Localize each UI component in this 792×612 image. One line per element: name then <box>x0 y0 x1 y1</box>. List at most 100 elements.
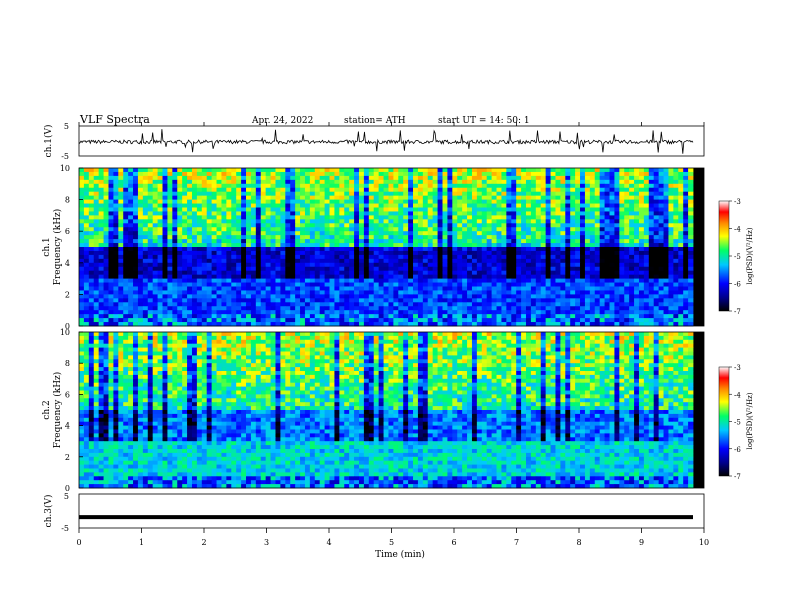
spectrogram-cell <box>383 294 389 299</box>
spectrogram-cell <box>393 235 399 240</box>
spectrogram-cell <box>339 168 345 173</box>
spectrogram-cell <box>187 207 193 212</box>
spectrogram-cell <box>137 322 144 327</box>
spectrogram-cell <box>354 223 360 228</box>
spectrogram-cell <box>196 282 203 287</box>
spectrogram-cell <box>236 290 242 295</box>
spectrogram-cell <box>123 302 129 307</box>
spectrogram-cell <box>137 231 144 236</box>
spectrogram-cell <box>265 314 271 319</box>
spectrogram-cell <box>648 175 655 181</box>
spectrogram-cell <box>201 191 208 197</box>
spectrogram-cell <box>275 219 281 224</box>
spectrogram-cell <box>481 168 488 173</box>
spectrogram-cell <box>535 298 542 303</box>
spectrogram-cell <box>457 171 463 177</box>
spectrogram-cell <box>673 203 679 208</box>
spectrogram-cell <box>663 168 669 173</box>
spectrogram-cell <box>172 282 178 287</box>
spectrogram-cell <box>584 168 591 173</box>
spectrogram-cell <box>427 231 434 236</box>
spectrogram-cell <box>403 187 409 193</box>
spectrogram-cell <box>83 322 90 327</box>
spectrogram-cell <box>673 258 679 264</box>
spectrogram-cell <box>339 306 345 311</box>
spectrogram-cell <box>442 286 448 291</box>
spectrogram-cell <box>314 318 321 323</box>
spectrogram-cell <box>550 254 556 260</box>
spectrogram-cell <box>471 239 478 244</box>
spectrogram-cell <box>550 207 556 212</box>
spectrogram-cell <box>123 298 129 303</box>
spectrogram-cell <box>314 250 321 256</box>
spectrogram-cell <box>506 235 512 240</box>
spectrogram-cell <box>530 310 537 315</box>
spectrogram-cell <box>511 175 517 181</box>
spectrogram-cell <box>83 247 90 252</box>
spectrogram-cell <box>457 183 463 189</box>
spectrogram-cell <box>113 250 119 256</box>
spectrogram-cell <box>609 310 615 315</box>
spectrogram-cell <box>241 179 247 185</box>
spectrogram-cell <box>398 171 404 177</box>
spectrogram-cell <box>560 171 566 177</box>
spectrogram-cell <box>334 310 340 315</box>
spectrogram-cell <box>570 290 576 295</box>
spectrogram-cell <box>177 314 183 319</box>
spectrogram-cell <box>614 274 620 279</box>
spectrogram-cell <box>535 282 542 287</box>
spectrogram-cell <box>290 254 296 260</box>
spectrogram-cell <box>604 274 610 279</box>
spectrogram-cell <box>594 294 601 299</box>
spectrogram-cell <box>496 191 502 197</box>
spectrogram-cell <box>683 314 689 319</box>
spectrogram-cell <box>447 171 453 177</box>
spectrogram-cell <box>388 223 394 228</box>
spectrogram-cell <box>398 294 404 299</box>
spectrogram-cell <box>113 168 119 173</box>
spectrogram-cell <box>137 227 144 232</box>
spectrogram-cell <box>358 171 365 177</box>
spectrogram-cell <box>280 290 286 295</box>
spectrogram-cell <box>638 314 645 319</box>
spectrogram-cell <box>457 302 463 307</box>
spectrogram-cell <box>535 231 542 236</box>
spectrogram-cell <box>643 266 650 272</box>
spectrogram-cell <box>236 278 242 283</box>
spectrogram-cell <box>187 219 193 224</box>
spectrogram-cell <box>334 227 340 232</box>
spectrogram-cell <box>530 262 537 268</box>
spectrogram-cell <box>614 266 620 272</box>
spectrogram-cell <box>584 318 591 323</box>
spectrogram-cell <box>196 290 203 295</box>
spectrogram-cell <box>452 314 458 319</box>
spectrogram-cell <box>393 306 399 311</box>
spectrogram-cell <box>683 247 689 252</box>
spectrogram-cell <box>88 191 95 197</box>
spectrogram-cell <box>373 278 380 283</box>
spectrogram-cell <box>496 199 502 204</box>
spectrogram-cell <box>191 227 198 232</box>
spectrogram-cell <box>648 231 655 236</box>
spectrogram-cell <box>378 258 384 264</box>
spectrogram-cell <box>378 227 384 232</box>
spectrogram-cell <box>280 302 286 307</box>
spectrogram-cell <box>260 243 267 248</box>
spectrogram-cell <box>255 223 262 228</box>
spectrogram-cell <box>378 175 384 181</box>
spectrogram-cell <box>570 250 576 256</box>
spectrogram-cell <box>246 207 252 212</box>
spectrogram-cell <box>108 278 114 283</box>
spectrogram-cell <box>634 318 640 323</box>
spectrogram-cell <box>525 294 532 299</box>
spectrogram-cell <box>270 211 276 216</box>
spectrogram-cell <box>476 239 483 244</box>
spectrogram-cell <box>123 175 129 181</box>
spectrogram-cell <box>260 179 267 185</box>
spectrogram-cell <box>255 199 262 204</box>
spectrogram-cell <box>525 298 532 303</box>
spectrogram-cell <box>339 258 345 264</box>
spectrogram-cell <box>496 306 502 311</box>
spectrogram-cell <box>550 219 556 224</box>
spectrogram-cell <box>540 294 547 299</box>
